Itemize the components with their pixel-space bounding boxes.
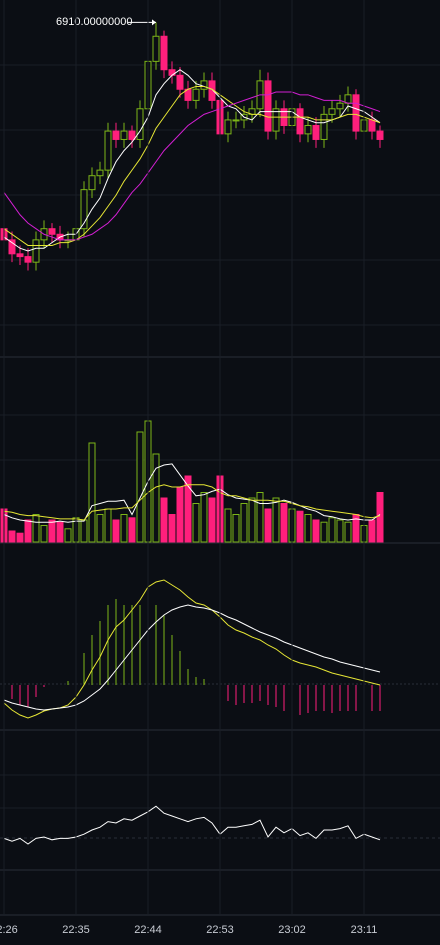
volume-bar xyxy=(208,497,216,543)
indicator-line xyxy=(3,579,381,719)
volume-bar xyxy=(248,497,256,543)
volume-bar xyxy=(304,514,312,543)
volume-bar xyxy=(160,497,168,543)
volume-bar xyxy=(48,519,56,543)
candle-body xyxy=(320,113,328,140)
volume-bar xyxy=(64,528,72,543)
volume-bar xyxy=(224,508,232,543)
candle-body xyxy=(16,253,24,258)
candle-body xyxy=(352,94,360,132)
candle-body xyxy=(232,119,240,122)
candle-body xyxy=(104,130,112,171)
candle-body xyxy=(208,80,216,101)
indicator-line xyxy=(3,69,381,252)
volume-bar xyxy=(312,519,320,543)
candle-body xyxy=(376,130,384,140)
volume-bar xyxy=(168,514,176,543)
volume-bar xyxy=(256,492,264,543)
volume-bar xyxy=(232,514,240,543)
volume-bar xyxy=(104,508,112,543)
volume-bar xyxy=(96,514,104,543)
volume-bar xyxy=(120,514,128,543)
volume-bar xyxy=(320,521,328,543)
volume-bar xyxy=(128,517,136,543)
candle-body xyxy=(368,119,376,132)
volume-bar xyxy=(184,475,192,543)
volume-bar xyxy=(336,519,344,543)
x-tick-label: 22:44 xyxy=(134,924,162,936)
volume-bar xyxy=(376,492,384,543)
volume-bar xyxy=(264,508,272,543)
volume-bar xyxy=(152,453,160,543)
candle-body xyxy=(136,108,144,140)
candle-body xyxy=(200,80,208,90)
candle-body xyxy=(152,35,160,62)
volume-bar xyxy=(40,525,48,543)
volume-bar xyxy=(16,532,24,543)
candle-body xyxy=(168,69,176,76)
candle-body xyxy=(128,130,136,140)
volume-bar xyxy=(200,492,208,543)
x-tick-label: 23:11 xyxy=(351,924,378,936)
annotation-arrowhead xyxy=(152,19,156,26)
candle-body xyxy=(296,108,304,135)
candle-body xyxy=(80,189,88,230)
volume-bar xyxy=(280,503,288,543)
x-tick-label: 22:53 xyxy=(206,924,234,936)
volume-bar xyxy=(192,503,200,543)
indicator-line xyxy=(3,85,381,246)
candle-body xyxy=(160,35,168,71)
candle-body xyxy=(24,256,32,263)
indicator-line xyxy=(3,91,381,241)
volume-bar xyxy=(136,431,144,543)
candle-body xyxy=(120,130,128,140)
volume-bar xyxy=(368,519,376,543)
candle-body xyxy=(336,102,344,110)
candle-body xyxy=(112,130,120,140)
indicator-line xyxy=(3,604,381,711)
indicator-line xyxy=(3,805,381,845)
candle-body xyxy=(88,175,96,191)
candle-body xyxy=(224,119,232,135)
candle-body xyxy=(328,108,336,115)
volume-bar xyxy=(240,503,248,543)
price-annotation: 6910.00000000 xyxy=(56,16,132,28)
candle-body xyxy=(272,108,280,132)
volume-bar xyxy=(272,497,280,543)
volume-bar xyxy=(8,530,16,543)
candle-body xyxy=(176,74,184,90)
volume-bar xyxy=(56,521,64,543)
volume-bar xyxy=(344,521,352,543)
candle-body xyxy=(96,169,104,177)
candle-body xyxy=(192,88,200,101)
volume-bar xyxy=(80,519,88,543)
candle-body xyxy=(304,125,312,135)
volume-bar xyxy=(88,442,96,543)
volume-bar xyxy=(296,510,304,543)
x-tick-label: 22:26 xyxy=(0,924,18,936)
candle-body xyxy=(48,228,56,235)
volume-bar xyxy=(328,517,336,543)
volume-bar xyxy=(176,486,184,543)
candle-body xyxy=(264,80,272,132)
volume-bar xyxy=(32,514,40,543)
volume-bar xyxy=(24,519,32,543)
candle-body xyxy=(32,239,40,263)
x-tick-label: 22:35 xyxy=(62,924,90,936)
candle-body xyxy=(8,239,16,255)
candle-body xyxy=(312,125,320,140)
volume-bar xyxy=(112,519,120,543)
indicator-line xyxy=(3,484,381,521)
indicator-line xyxy=(3,463,381,523)
x-tick-label: 23:02 xyxy=(278,924,306,936)
